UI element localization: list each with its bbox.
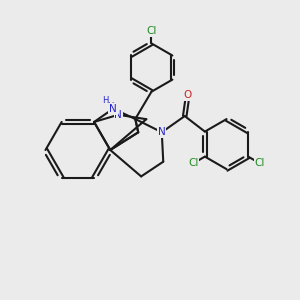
Text: H: H [107, 102, 113, 111]
Text: H: H [102, 96, 108, 105]
Text: Cl: Cl [254, 158, 265, 168]
Text: Cl: Cl [146, 26, 157, 36]
Text: N: N [158, 127, 166, 137]
Text: N: N [115, 110, 122, 120]
Text: N: N [109, 104, 117, 114]
Text: O: O [184, 91, 192, 100]
Text: Cl: Cl [188, 158, 199, 168]
